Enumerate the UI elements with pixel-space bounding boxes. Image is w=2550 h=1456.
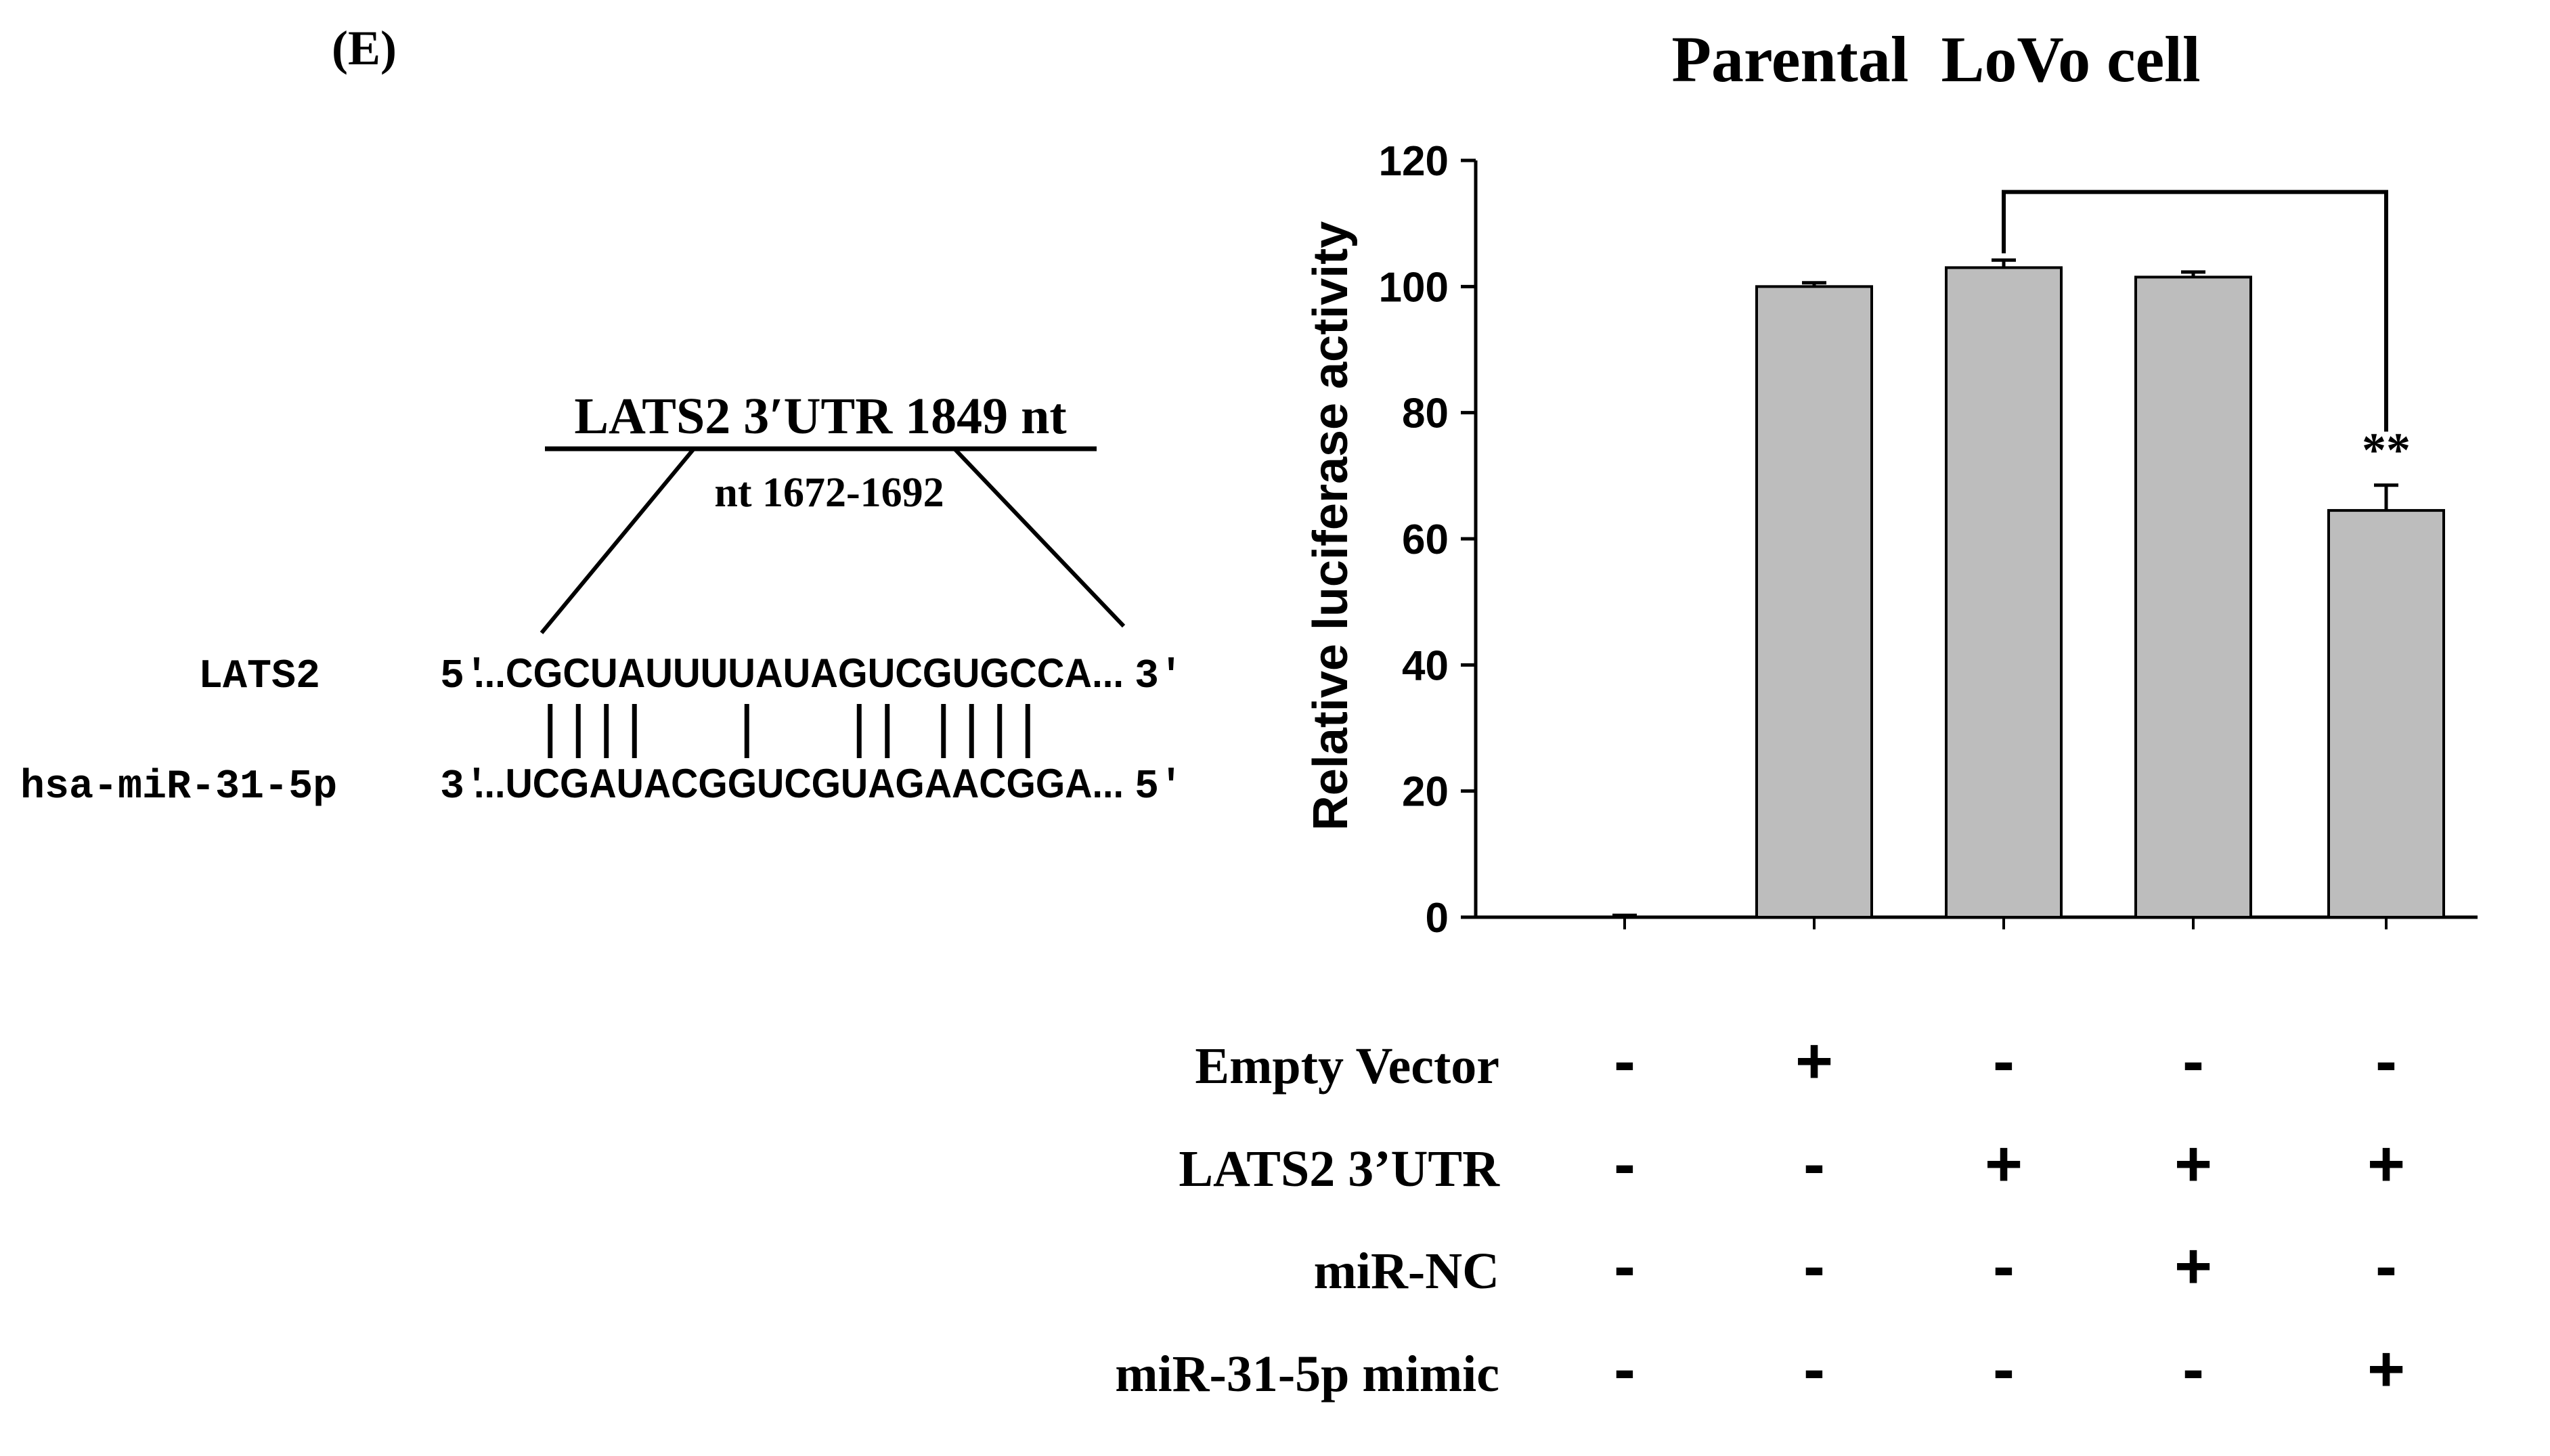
bar bbox=[2327, 509, 2445, 919]
minus-sign: - bbox=[2375, 1025, 2397, 1097]
minus-sign: - bbox=[1803, 1230, 1825, 1302]
condition-table: Empty Vector - + - - - LATS2 3’UTR - - + + + miR-NC -… bbox=[1115, 1025, 2405, 1405]
panel-label: (E) bbox=[332, 21, 397, 75]
plus-sign: + bbox=[2174, 1230, 2212, 1302]
target-prefix: 5' bbox=[440, 654, 489, 700]
pairing-lines bbox=[548, 704, 1030, 758]
minus-sign: - bbox=[2182, 1333, 2204, 1405]
condition-label: Empty Vector bbox=[1195, 1038, 1499, 1095]
y-tick-label: 20 bbox=[1402, 769, 1449, 816]
zoom-line-left bbox=[540, 447, 696, 634]
y-tick-label: 120 bbox=[1379, 138, 1449, 185]
plus-sign: + bbox=[2367, 1128, 2405, 1200]
minus-sign: - bbox=[1803, 1128, 1825, 1200]
minus-sign: - bbox=[2375, 1230, 2397, 1302]
y-tick-label: 100 bbox=[1379, 264, 1449, 311]
significance-annotation: ** bbox=[2002, 190, 2411, 477]
plus-sign: + bbox=[2367, 1333, 2405, 1405]
y-axis-label: Relative luciferase activity bbox=[1304, 221, 1358, 831]
y-tick-label: 80 bbox=[1402, 391, 1449, 437]
mirna-name: hsa-miR-31-5p bbox=[20, 764, 337, 810]
bar bbox=[1755, 285, 1873, 919]
minus-sign: - bbox=[1803, 1333, 1825, 1405]
plus-sign: + bbox=[1985, 1128, 2023, 1200]
utr-title: LATS2 3′UTR 1849 nt bbox=[574, 388, 1066, 445]
significance-stars: ** bbox=[2362, 423, 2411, 477]
condition-label: miR-NC bbox=[1314, 1243, 1499, 1300]
minus-sign: - bbox=[1614, 1333, 1635, 1405]
minus-sign: - bbox=[1993, 1333, 2015, 1405]
bar-chart: Parental LoVo cell Relative luciferase a… bbox=[1304, 23, 2478, 942]
condition-label: miR-31-5p mimic bbox=[1115, 1346, 1499, 1403]
minus-sign: - bbox=[1614, 1230, 1635, 1302]
target-suffix: 3' bbox=[1135, 654, 1183, 700]
plus-sign: + bbox=[2174, 1128, 2212, 1200]
y-tick-label: 40 bbox=[1402, 642, 1449, 689]
bar bbox=[2134, 275, 2252, 919]
y-tick-label: 0 bbox=[1426, 895, 1449, 942]
mirna-prefix: 3' bbox=[440, 764, 489, 810]
significance-bracket bbox=[2002, 190, 2388, 432]
bar bbox=[1945, 266, 2063, 919]
target-name: LATS2 bbox=[198, 654, 320, 700]
mirna-suffix: 5' bbox=[1135, 764, 1183, 810]
mirna-sequence: ...UCGAUACGGUCGUAGAACGGA... bbox=[474, 761, 1124, 806]
y-axis: 0 20 40 60 80 100 120 bbox=[1379, 138, 2478, 942]
minus-sign: - bbox=[1993, 1025, 2015, 1097]
target-sequence: ...CGCUAUUUUAUAGUCGUGCCA... bbox=[474, 650, 1124, 696]
bars bbox=[1612, 258, 2445, 929]
minus-sign: - bbox=[1993, 1230, 2015, 1302]
plus-sign: + bbox=[1795, 1025, 1833, 1097]
condition-label: LATS2 3’UTR bbox=[1179, 1141, 1500, 1197]
zoom-line-right bbox=[952, 447, 1126, 628]
minus-sign: - bbox=[2182, 1025, 2204, 1097]
y-tick-label: 60 bbox=[1402, 516, 1449, 563]
utr-diagram: LATS2 3′UTR 1849 nt nt 1672-1692 LATS2 5… bbox=[20, 388, 1183, 810]
minus-sign: - bbox=[1614, 1025, 1635, 1097]
utr-site-label: nt 1672-1692 bbox=[714, 470, 944, 516]
chart-title: Parental LoVo cell bbox=[1671, 23, 2200, 95]
minus-sign: - bbox=[1614, 1128, 1635, 1200]
